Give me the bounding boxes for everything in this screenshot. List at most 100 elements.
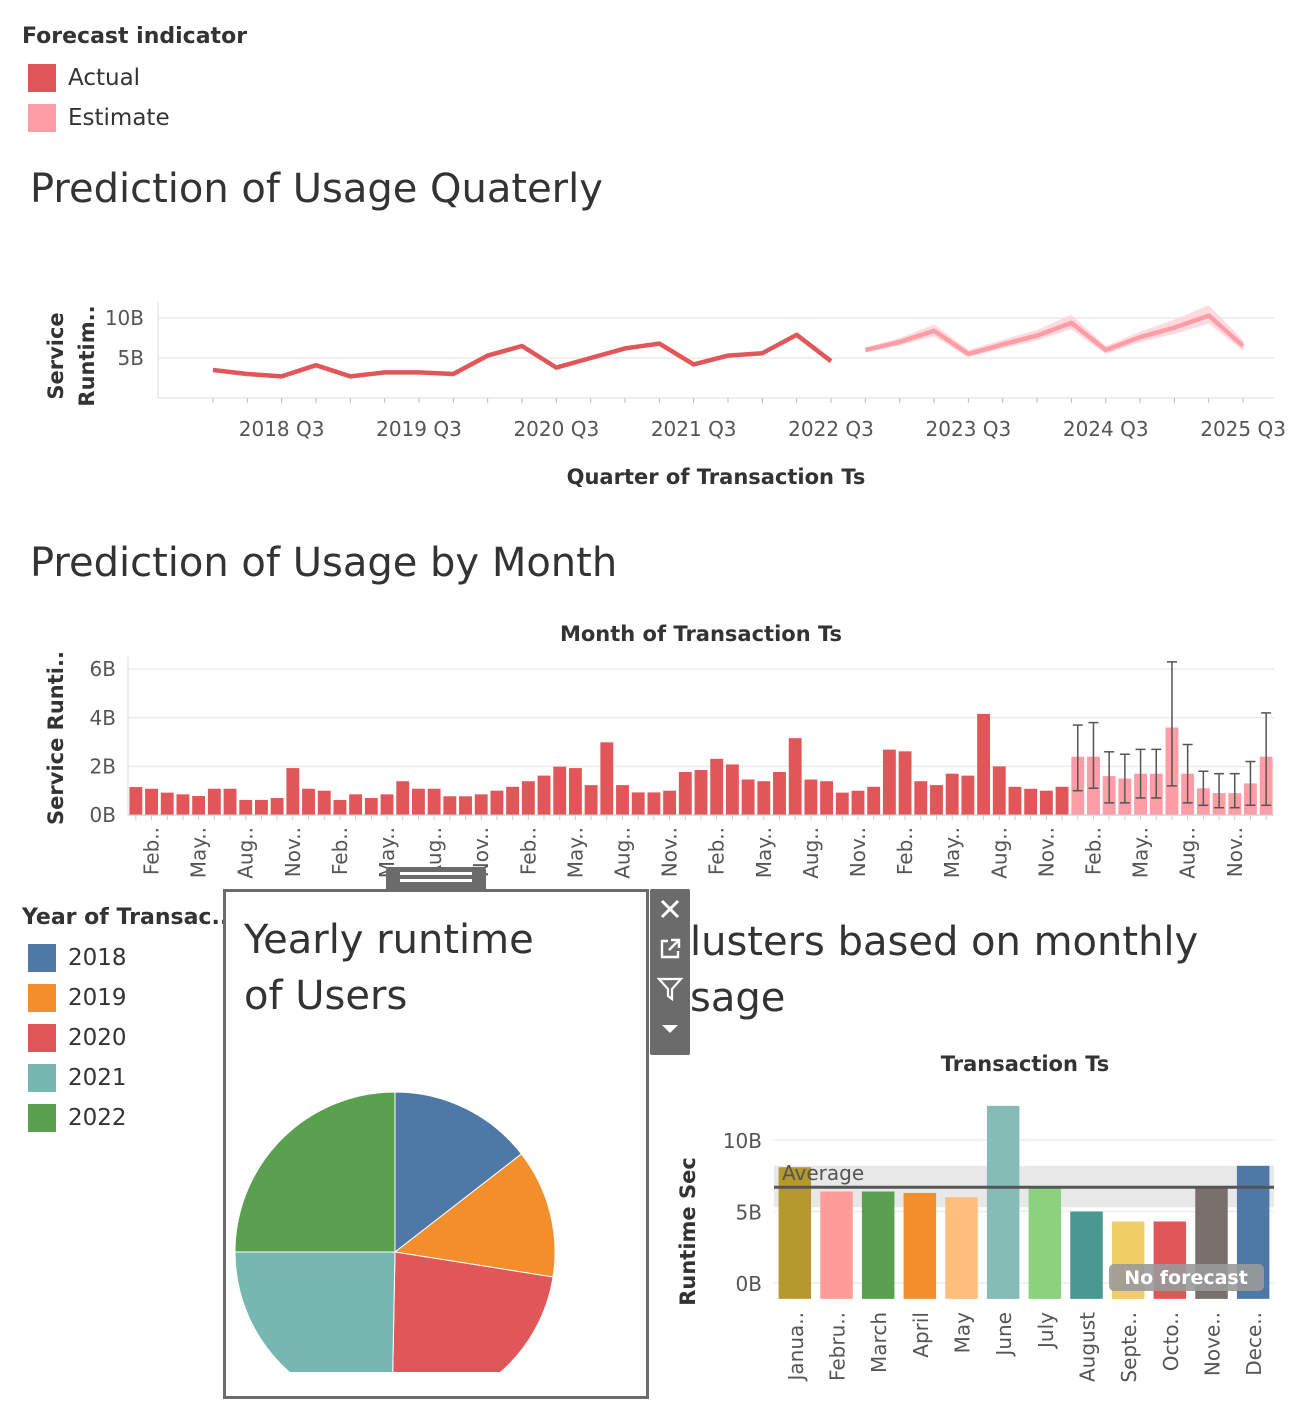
filter-icon[interactable] bbox=[650, 969, 690, 1009]
bar-actual[interactable] bbox=[851, 790, 865, 815]
bar-actual[interactable] bbox=[945, 773, 959, 815]
bar-month[interactable] bbox=[1028, 1187, 1062, 1299]
pie-slice[interactable] bbox=[392, 1251, 554, 1372]
bar-actual[interactable] bbox=[521, 781, 535, 815]
bar-actual[interactable] bbox=[302, 788, 315, 815]
bar-actual[interactable] bbox=[537, 775, 551, 815]
bar-actual[interactable] bbox=[443, 796, 457, 815]
bar-actual[interactable] bbox=[396, 781, 410, 815]
bar-month[interactable] bbox=[861, 1191, 895, 1299]
bar-actual[interactable] bbox=[678, 771, 692, 815]
pie-slice[interactable] bbox=[394, 1091, 523, 1254]
bar-actual[interactable] bbox=[1024, 788, 1038, 815]
bar-month[interactable] bbox=[820, 1191, 853, 1299]
bar-actual[interactable] bbox=[647, 792, 661, 815]
legend-item-actual[interactable]: Actual bbox=[28, 58, 170, 98]
bar-actual[interactable] bbox=[961, 775, 975, 815]
bar-actual[interactable] bbox=[427, 788, 441, 815]
average-label: Average bbox=[782, 1161, 864, 1185]
pie-slice[interactable] bbox=[234, 1251, 396, 1372]
bar-month[interactable] bbox=[986, 1105, 1020, 1299]
bar-month[interactable] bbox=[903, 1192, 937, 1299]
bar-actual[interactable] bbox=[631, 792, 645, 815]
bar-actual[interactable] bbox=[333, 799, 347, 815]
bar-actual[interactable] bbox=[255, 799, 268, 815]
bar-actual[interactable] bbox=[616, 785, 629, 815]
bar-actual[interactable] bbox=[820, 781, 834, 815]
bar-actual[interactable] bbox=[898, 751, 912, 815]
bar-month[interactable] bbox=[1070, 1211, 1103, 1299]
bar-actual[interactable] bbox=[380, 794, 394, 815]
bar-actual[interactable] bbox=[741, 779, 755, 815]
quarterly-chart[interactable]: 5B 10B 2018 Q3 2019 Q3 2020 Q3 2021 Q3 2022 Q3… bbox=[0, 280, 1290, 500]
pie-slice[interactable] bbox=[393, 1153, 556, 1278]
bar-actual[interactable] bbox=[757, 781, 771, 815]
pie-chart[interactable] bbox=[226, 1032, 646, 1372]
bar-actual[interactable] bbox=[867, 786, 881, 815]
bar-actual[interactable] bbox=[239, 799, 253, 815]
bar-actual[interactable] bbox=[129, 787, 143, 815]
bar-actual[interactable] bbox=[1039, 790, 1053, 815]
bar-actual[interactable] bbox=[317, 790, 331, 815]
bar-actual[interactable] bbox=[411, 788, 425, 815]
bar-actual[interactable] bbox=[459, 796, 472, 815]
bar-actual[interactable] bbox=[506, 786, 520, 815]
bar-actual[interactable] bbox=[992, 766, 1006, 815]
bar-actual[interactable] bbox=[1055, 786, 1069, 815]
bar-actual[interactable] bbox=[553, 766, 567, 815]
legend-item-year[interactable]: 2019 bbox=[28, 978, 127, 1018]
x-tick-label: 2021 Q3 bbox=[651, 417, 737, 441]
bar-actual[interactable] bbox=[710, 758, 724, 815]
bar-actual[interactable] bbox=[584, 785, 598, 815]
legend-item-year[interactable]: 2020 bbox=[28, 1018, 127, 1058]
bar-actual[interactable] bbox=[286, 768, 300, 815]
x-tick-label: Feb.. bbox=[140, 827, 164, 875]
bar-actual[interactable] bbox=[835, 792, 849, 815]
bar-actual[interactable] bbox=[600, 742, 614, 815]
legend-item-estimate[interactable]: Estimate bbox=[28, 98, 170, 138]
bar-actual[interactable] bbox=[349, 794, 363, 815]
legend-swatch-actual bbox=[28, 64, 56, 92]
legend-item-year[interactable]: 2018 bbox=[28, 938, 127, 978]
pie-popup[interactable]: Yearly runtime of Users bbox=[223, 889, 649, 1399]
bar-actual[interactable] bbox=[773, 771, 786, 815]
bar-actual[interactable] bbox=[1008, 786, 1022, 815]
dropdown-icon[interactable] bbox=[650, 1009, 690, 1049]
bar-month[interactable] bbox=[778, 1167, 812, 1299]
external-link-icon[interactable] bbox=[650, 929, 690, 969]
bar-actual[interactable] bbox=[914, 781, 928, 815]
bar-actual[interactable] bbox=[145, 788, 158, 815]
close-icon[interactable] bbox=[650, 889, 690, 929]
bar-actual[interactable] bbox=[804, 779, 818, 815]
monthly-chart[interactable]: Month of Transaction Ts 0B 2B 4B 6B Feb.. May.… bbox=[0, 615, 1290, 890]
bar-actual[interactable] bbox=[192, 796, 206, 815]
bar-actual[interactable] bbox=[882, 749, 896, 815]
bar-actual[interactable] bbox=[474, 794, 488, 815]
bar-actual[interactable] bbox=[270, 797, 284, 815]
bar-actual[interactable] bbox=[568, 768, 582, 815]
clusters-chart[interactable]: Transaction Ts 0B 5B 10B Janua.. Febru.. March… bbox=[655, 1045, 1290, 1414]
bar-actual[interactable] bbox=[207, 788, 221, 815]
bar-actual[interactable] bbox=[930, 785, 943, 815]
legend-item-year[interactable]: 2021 bbox=[28, 1058, 127, 1098]
bar-actual[interactable] bbox=[364, 797, 378, 815]
actual-line[interactable] bbox=[212, 332, 833, 379]
bar-actual[interactable] bbox=[160, 792, 174, 815]
bar-actual[interactable] bbox=[694, 770, 708, 815]
estimate-line[interactable] bbox=[864, 313, 1245, 357]
pie-slice[interactable] bbox=[234, 1091, 396, 1253]
drag-handle[interactable] bbox=[386, 867, 486, 889]
bar-actual[interactable] bbox=[788, 738, 802, 815]
bar-actual[interactable] bbox=[725, 764, 739, 815]
x-tick-label: Nov.. bbox=[658, 827, 682, 877]
y-axis-title: Service Runti.. bbox=[44, 651, 68, 825]
bar-actual[interactable] bbox=[490, 790, 504, 815]
legend-item-year[interactable]: 2022 bbox=[28, 1098, 127, 1138]
x-axis-title: Transaction Ts bbox=[941, 1052, 1110, 1076]
bar-month[interactable] bbox=[945, 1197, 978, 1299]
bar-actual[interactable] bbox=[977, 713, 991, 815]
legend-label-actual: Actual bbox=[68, 65, 141, 91]
bar-actual[interactable] bbox=[223, 788, 237, 815]
bar-actual[interactable] bbox=[663, 790, 677, 815]
bar-actual[interactable] bbox=[176, 794, 190, 815]
